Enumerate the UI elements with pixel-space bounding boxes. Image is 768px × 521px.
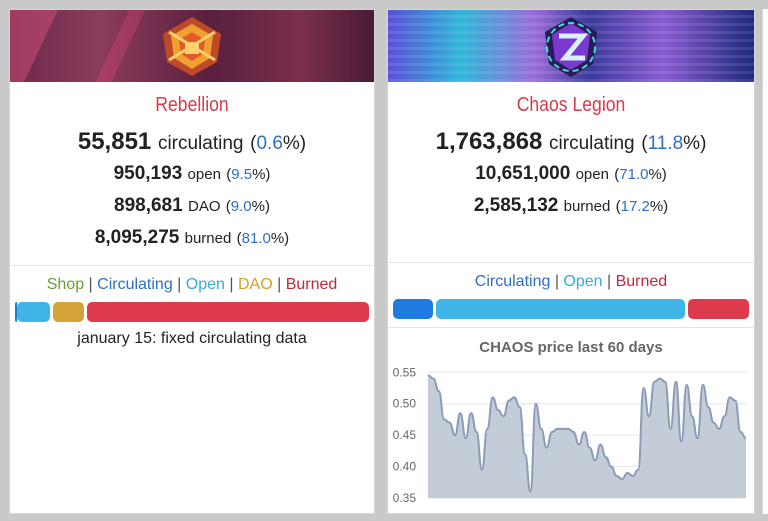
burned-value: 2,585,132: [473, 195, 559, 216]
dao-pct: 9.0: [230, 198, 252, 215]
divider: [10, 265, 374, 266]
circulating-value: 1,763,868: [435, 128, 543, 155]
rebellion-burned-stat: 8,095,275 burned (81.0%): [94, 227, 290, 248]
burned-label: burned: [563, 198, 611, 215]
open-label: open: [187, 166, 221, 183]
rebellion-dao-stat: 898,681 DAO (9.0%): [114, 195, 270, 216]
bar-seg-circulating: [15, 302, 17, 322]
rebellion-distribution-bar: [15, 302, 369, 322]
price-line: [427, 374, 747, 493]
y-tick-label: 0.35: [393, 491, 417, 505]
legend-open: Open: [185, 276, 225, 293]
bar-seg-burned: [688, 299, 749, 319]
legend-burned: Burned: [615, 273, 668, 290]
next-card-edge: [762, 9, 768, 514]
chaos-legion-title: Chaos Legion: [516, 94, 626, 116]
open-value: 950,193: [113, 163, 183, 184]
chaos-circulating-stat: 1,763,868 circulating (11.8%): [435, 128, 707, 155]
legend-dao: DAO: [237, 276, 273, 293]
bar-seg-circulating: [393, 299, 433, 319]
legend-circulating: Circulating: [474, 273, 551, 290]
legend-burned: Burned: [285, 276, 338, 293]
chaos-legend: Circulating | Open | Burned: [474, 273, 668, 290]
rebellion-emblem-icon: [163, 17, 221, 76]
divider: [388, 327, 754, 328]
y-tick-label: 0.40: [393, 460, 417, 474]
dao-label: DAO: [187, 198, 221, 215]
legend-circulating: Circulating: [97, 276, 173, 293]
rebellion-note: january 15: fixed circulating data: [77, 330, 307, 347]
burned-pct: 17.2: [620, 198, 650, 215]
chaos-distribution-bar: [393, 299, 749, 319]
bar-seg-burned: [87, 302, 369, 322]
circulating-label: circulating: [157, 133, 244, 154]
divider: [388, 262, 754, 263]
burned-value: 8,095,275: [94, 227, 180, 248]
dao-value: 898,681: [114, 195, 183, 216]
price-chart: 0.55 0.50 0.45 0.40 0.35: [393, 365, 747, 505]
open-pct: 9.5: [231, 166, 253, 183]
chart-title: CHAOS price last 60 days: [479, 339, 663, 356]
open-value: 10,651,000: [475, 163, 571, 184]
burned-pct: 81.0: [241, 230, 271, 247]
chaos-legion-card: Chaos Legion 1,763,868 circulating (11.8…: [387, 9, 755, 514]
burned-label: burned: [184, 230, 232, 247]
rebellion-circulating-stat: 55,851 circulating (0.6%): [77, 128, 307, 155]
y-tick-label: 0.45: [393, 428, 417, 442]
rebellion-banner: [10, 10, 374, 82]
bar-seg-dao: [53, 302, 84, 322]
chaos-legion-banner: [388, 10, 754, 82]
bar-seg-open: [436, 299, 685, 319]
rebellion-card: Rebellion 55,851 circulating (0.6%) 950,…: [9, 9, 375, 514]
y-tick-label: 0.55: [393, 365, 417, 379]
bar-seg-open: [17, 302, 50, 322]
circulating-pct: 11.8: [647, 133, 684, 154]
y-tick-label: 0.50: [393, 397, 417, 411]
rebellion-legend: Shop | Circulating | Open | DAO | Burned: [46, 276, 338, 293]
chaos-burned-stat: 2,585,132 burned (17.2%): [473, 195, 669, 216]
chaos-open-stat: 10,651,000 open (71.0%): [475, 163, 667, 184]
rebellion-open-stat: 950,193 open (9.5%): [113, 163, 271, 184]
rebellion-title: Rebellion: [155, 94, 229, 116]
legend-shop: Shop: [46, 276, 85, 293]
open-pct: 71.0: [619, 166, 649, 183]
legend-open: Open: [563, 273, 603, 290]
chaos-legion-emblem-icon: [545, 17, 597, 77]
open-label: open: [575, 166, 609, 183]
circulating-pct: 0.6: [256, 133, 283, 154]
circulating-label: circulating: [549, 133, 635, 154]
circulating-value: 55,851: [77, 128, 152, 155]
